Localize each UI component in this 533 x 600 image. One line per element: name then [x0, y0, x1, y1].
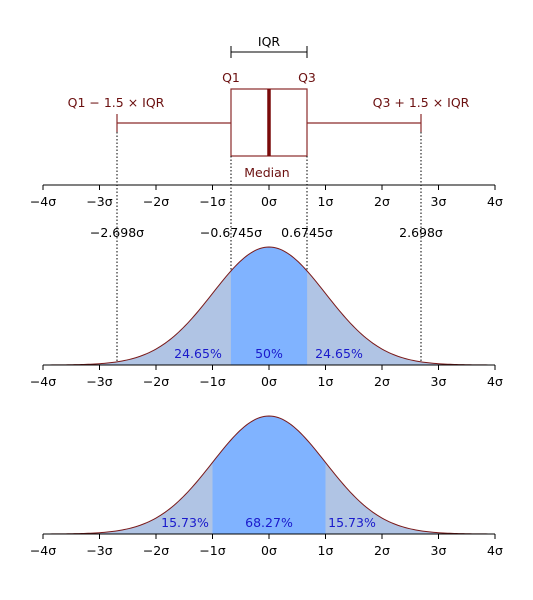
- curve-iqr-center-region: [230, 247, 308, 365]
- curve-iqr-right-percent: 24.65%: [315, 346, 363, 361]
- q1-label: Q1: [222, 70, 240, 85]
- axis-tick-label: 3σ: [431, 374, 447, 389]
- axis-top: −4σ −3σ −2σ −1σ 0σ 1σ 2σ 3σ 4σ: [30, 184, 503, 209]
- axis-tick-label: −4σ: [30, 543, 56, 558]
- axis-tick-label: 2σ: [374, 374, 390, 389]
- curve-iqr-center-percent: 50%: [255, 346, 283, 361]
- curve-sigma-right-percent: 15.73%: [328, 515, 376, 530]
- axis-tick-label: −3σ: [86, 374, 112, 389]
- axis-tick-label: −3σ: [86, 194, 112, 209]
- axis-middle: −4σ −3σ −2σ −1σ 0σ 1σ 2σ 3σ 4σ: [30, 364, 503, 389]
- boxplot: IQR Q1 Q3 Q1 − 1.5 × IQR Q3 + 1.5 × IQR …: [68, 34, 470, 180]
- iqr-label: IQR: [258, 34, 281, 49]
- axis-tick-label: 4σ: [487, 194, 503, 209]
- lower-fence-label: Q1 − 1.5 × IQR: [68, 95, 165, 110]
- axis-tick-label: 2σ: [374, 194, 390, 209]
- curve-sigma-outline: [42, 415, 496, 535]
- axis-tick-label: −4σ: [30, 374, 56, 389]
- axis-tick-label: 1σ: [318, 543, 334, 558]
- axis-tick-label: −4σ: [30, 194, 56, 209]
- axis-tick-label: −2σ: [143, 194, 169, 209]
- marker-labels: −2.698σ −0.6745σ 0.6745σ 2.698σ: [90, 225, 443, 240]
- axis-tick-label: 1σ: [318, 194, 334, 209]
- marker-label-q3: 0.6745σ: [281, 225, 333, 240]
- axis-tick-label: 4σ: [487, 374, 503, 389]
- normal-curve-iqr: 24.65% 50% 24.65%: [42, 246, 496, 366]
- curve-sigma-left-percent: 15.73%: [161, 515, 209, 530]
- axis-tick-label: 2σ: [374, 543, 390, 558]
- axis-tick-label: 0σ: [261, 374, 277, 389]
- axis-tick-label: 3σ: [431, 194, 447, 209]
- axis-bottom: −4σ −3σ −2σ −1σ 0σ 1σ 2σ 3σ 4σ: [30, 533, 503, 558]
- axis-tick-label: 0σ: [261, 543, 277, 558]
- axis-tick-label: −3σ: [86, 543, 112, 558]
- marker-label-q1: −0.6745σ: [200, 225, 262, 240]
- axis-tick-label: 4σ: [487, 543, 503, 558]
- curve-iqr-left-percent: 24.65%: [174, 346, 222, 361]
- median-label: Median: [244, 165, 289, 180]
- axis-tick-label: 3σ: [431, 543, 447, 558]
- axis-tick-label: 1σ: [318, 374, 334, 389]
- curve-sigma-center-region: [212, 416, 326, 534]
- axis-tick-label: −1σ: [199, 543, 225, 558]
- axis-tick-label: −2σ: [143, 374, 169, 389]
- q3-label: Q3: [298, 70, 316, 85]
- marker-label-upper-whisker: 2.698σ: [399, 225, 443, 240]
- axis-tick-label: −1σ: [199, 374, 225, 389]
- upper-fence-label: Q3 + 1.5 × IQR: [373, 95, 470, 110]
- curve-sigma-center-percent: 68.27%: [245, 515, 293, 530]
- normal-curve-sigma: 15.73% 68.27% 15.73%: [42, 415, 496, 535]
- curve-iqr-outline: [42, 246, 496, 366]
- marker-label-lower-whisker: −2.698σ: [90, 225, 144, 240]
- axis-tick-label: −2σ: [143, 543, 169, 558]
- axis-tick-label: −1σ: [199, 194, 225, 209]
- axis-tick-label: 0σ: [261, 194, 277, 209]
- dotted-guides: [116, 132, 422, 364]
